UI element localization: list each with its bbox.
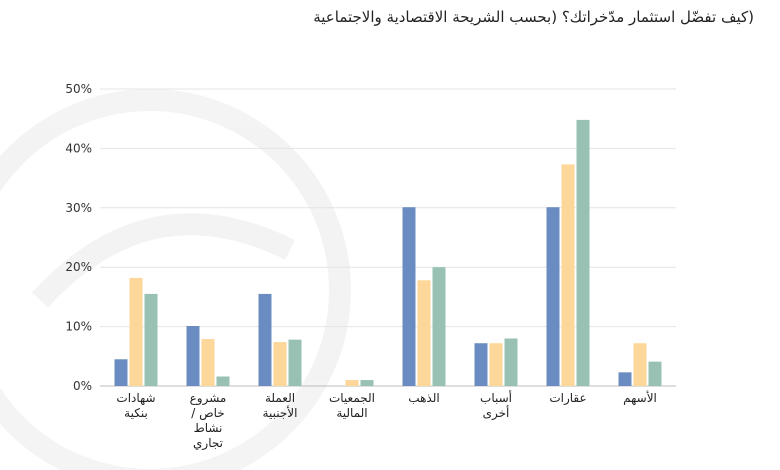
bar — [273, 342, 287, 386]
category-label: الأسهم — [623, 390, 657, 405]
category-label: شهادات بنكية — [116, 391, 155, 420]
bar — [489, 343, 503, 386]
y-tick-label: 40% — [65, 141, 92, 155]
category-label: الجمعيات المالية — [329, 391, 375, 420]
y-tick-label: 50% — [65, 82, 92, 96]
y-tick-label: 10% — [65, 320, 92, 334]
bar — [504, 338, 518, 386]
y-tick-label: 30% — [65, 201, 92, 215]
bars — [114, 119, 662, 386]
bar — [648, 361, 662, 386]
category-label: الذهب — [408, 391, 439, 405]
x-axis: شهادات بنكية مشروع خاص / نشاط تجاري العملة الأج… — [116, 390, 656, 451]
bar — [360, 380, 374, 386]
bar — [144, 293, 158, 386]
bar — [417, 280, 431, 386]
grid-layer — [100, 88, 676, 387]
bar — [576, 119, 590, 386]
bar — [633, 343, 647, 386]
y-axis: 0% 10% 20% 30% 40% 50% — [65, 82, 92, 393]
chart-title: (كيف تفضّل استثمار مدّخراتك؟ (بحسب الشري… — [313, 8, 754, 26]
category-label: أسباب أخرى — [480, 390, 512, 421]
bar — [129, 277, 143, 386]
y-tick-label: 0% — [73, 379, 92, 393]
watermark-logo — [0, 89, 351, 470]
bar — [216, 376, 230, 386]
category-label: العملة الأجنبية — [263, 391, 298, 420]
y-tick-label: 20% — [65, 260, 92, 274]
bar — [561, 164, 575, 386]
bar — [201, 339, 215, 386]
bar — [345, 380, 359, 386]
bar — [114, 359, 128, 386]
category-label: مشروع خاص / نشاط تجاري — [190, 391, 227, 451]
bar — [546, 207, 560, 386]
bar — [288, 339, 302, 386]
bar — [432, 267, 446, 386]
bar — [474, 343, 488, 386]
category-label: عقارات — [549, 391, 586, 406]
bar — [402, 207, 416, 386]
bar — [258, 293, 272, 386]
bar — [618, 372, 632, 386]
bar — [186, 326, 200, 386]
